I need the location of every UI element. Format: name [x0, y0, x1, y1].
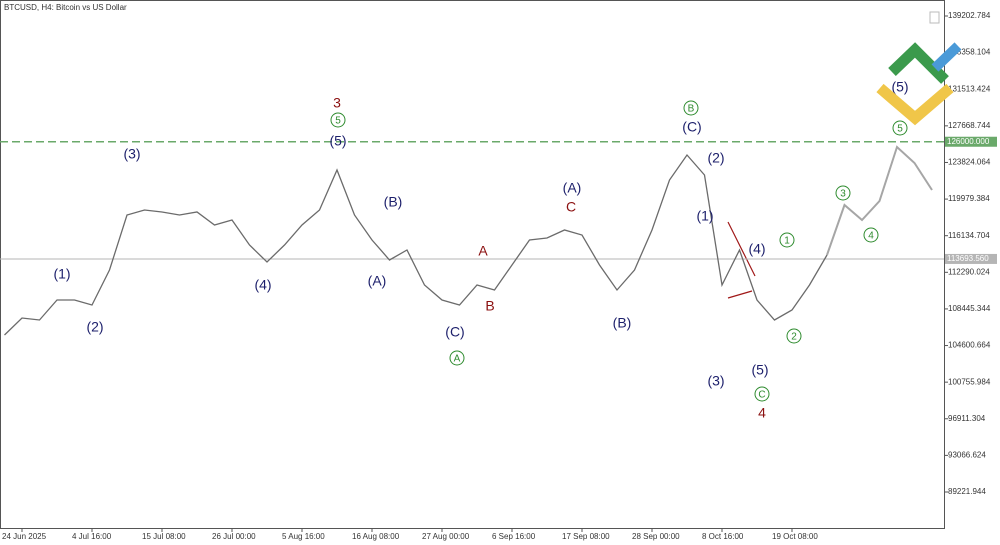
- logo-yellow: [876, 83, 954, 126]
- logo-blue: [931, 42, 962, 72]
- y-tick-label: 89221.944: [948, 487, 986, 496]
- wave-label: (C): [682, 119, 701, 135]
- trend-line: [727, 221, 756, 277]
- y-tick-label: 100755.984: [948, 377, 991, 386]
- wave-circle: [330, 112, 346, 128]
- x-tick-label: 24 Jun 2025: [2, 532, 47, 541]
- wave-label: 3: [840, 189, 846, 200]
- x-tick-label: 4 Jul 16:00: [72, 532, 112, 541]
- wave-circle: [892, 120, 908, 136]
- x-tick-label: 16 Aug 08:00: [352, 532, 400, 541]
- x-tick-label: 17 Sep 08:00: [562, 532, 610, 541]
- scroll-button[interactable]: [929, 11, 940, 24]
- wave-label: 3: [333, 95, 341, 111]
- wave-circle: [683, 100, 699, 116]
- y-tick-label: 116134.704: [948, 231, 990, 240]
- level-label-box: [945, 253, 997, 264]
- y-tick-label: 119979.384: [948, 194, 990, 203]
- wave-circle: [835, 185, 851, 201]
- x-tick-label: 19 Oct 08:00: [772, 532, 818, 541]
- x-tick-label: 28 Sep 00:00: [632, 532, 680, 541]
- trend-line: [727, 290, 753, 299]
- y-tick-label: 96911.304: [948, 414, 986, 423]
- wave-label: (1): [53, 266, 70, 282]
- wave-label: (3): [123, 146, 140, 162]
- wave-label: B: [485, 298, 494, 314]
- wave-circle: [779, 232, 795, 248]
- x-tick-label: 26 Jul 00:00: [212, 532, 256, 541]
- wave-circle: [449, 350, 465, 366]
- y-tick-label: 93066.624: [948, 450, 986, 459]
- x-tick-label: 8 Oct 16:00: [702, 532, 744, 541]
- wave-label: (5): [891, 79, 908, 95]
- wave-circle: [786, 328, 802, 344]
- wave-label: B: [688, 104, 695, 115]
- wave-label: (2): [86, 319, 103, 335]
- y-tick-label: 131513.424: [948, 84, 991, 93]
- x-tick-label: 27 Aug 00:00: [422, 532, 470, 541]
- price-line: [826, 145, 933, 256]
- logo-green: [888, 42, 949, 84]
- y-tick-label: 104600.664: [948, 341, 991, 350]
- y-tick-label: 127668.744: [948, 121, 991, 130]
- wave-label: (A): [563, 180, 582, 196]
- wave-label: A: [478, 243, 488, 259]
- x-tick-label: 15 Jul 08:00: [142, 532, 186, 541]
- wave-label: (1): [696, 208, 713, 224]
- wave-label: (5): [751, 362, 768, 378]
- logo: [876, 42, 962, 126]
- wave-label: 4: [758, 405, 766, 421]
- y-tick-label: 108445.344: [948, 304, 991, 313]
- wave-label: (2): [707, 150, 724, 166]
- wave-label: A: [454, 354, 461, 365]
- plot-frame: [0, 0, 945, 529]
- price-line: [4, 153, 828, 336]
- chart-title: BTCUSD, H4: Bitcoin vs US Dollar: [4, 3, 127, 12]
- wave-label: (C): [445, 324, 464, 340]
- wave-circle: [754, 386, 770, 402]
- wave-label: 5: [897, 124, 903, 135]
- x-tick-label: 5 Aug 16:00: [282, 532, 325, 541]
- y-tick-label: 139202.784: [948, 11, 991, 20]
- level-label: 126000.000: [947, 137, 990, 146]
- wave-circle: [863, 227, 879, 243]
- wave-label: (4): [748, 241, 765, 257]
- wave-label: 5: [335, 116, 341, 127]
- y-tick-label: 123824.064: [948, 158, 991, 167]
- wave-label: (5): [329, 133, 346, 149]
- x-tick-label: 6 Sep 16:00: [492, 532, 536, 541]
- wave-label: (4): [254, 277, 271, 293]
- wave-label: C: [758, 390, 765, 401]
- wave-label: (A): [368, 273, 387, 289]
- wave-label: (B): [613, 315, 632, 331]
- wave-label: C: [566, 199, 576, 215]
- y-tick-label: 112290.024: [948, 267, 990, 276]
- wave-label: 4: [868, 231, 874, 242]
- wave-label: (B): [384, 194, 403, 210]
- level-label: 113693.560: [947, 254, 989, 263]
- level-label-box: [945, 136, 997, 147]
- y-tick-label: 135358.104: [948, 48, 991, 57]
- wave-label: 1: [784, 236, 790, 247]
- wave-label: 2: [791, 332, 797, 343]
- wave-label: (3): [707, 373, 724, 389]
